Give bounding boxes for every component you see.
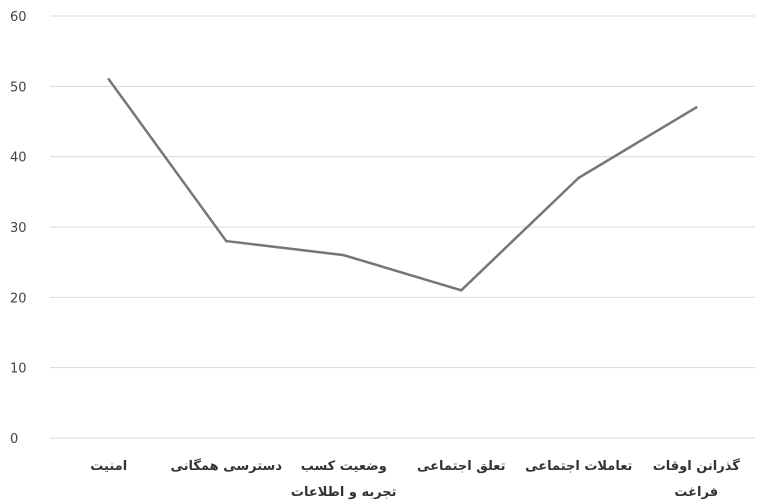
x-axis-category-labels: امنیت دسترسی همگانی وضعیت کسب تجربه و اطلاع…: [90, 458, 740, 500]
y-tick-label: 60: [10, 10, 27, 25]
y-tick-label: 50: [10, 80, 27, 95]
y-tick-label: 0: [10, 432, 18, 447]
data-point: [577, 176, 581, 180]
y-axis-tick-labels: 0 10 20 30 40 50 60: [10, 10, 27, 447]
data-point: [224, 239, 228, 243]
x-category-label: تجربه و اطلاعات: [291, 485, 397, 500]
data-point: [107, 78, 111, 81]
x-category-label: تعاملات اجتماعی: [525, 459, 632, 474]
series-line-0: [107, 78, 697, 292]
x-category-label: تعلق اجتماعی: [417, 459, 506, 474]
y-tick-label: 10: [10, 362, 27, 377]
data-point: [342, 253, 346, 257]
data-point: [459, 289, 463, 292]
grid-lines: [50, 15, 755, 439]
y-tick-label: 20: [10, 291, 27, 306]
x-category-label: دسترسی همگانی: [170, 458, 282, 474]
x-category-label: فراغت: [674, 485, 718, 500]
y-tick-label: 40: [10, 151, 27, 166]
series-layer: [107, 78, 698, 292]
x-category-label: گذرانن اوقات: [653, 458, 741, 474]
x-category-label: امنیت: [90, 459, 127, 474]
data-point: [694, 106, 698, 109]
y-tick-label: 30: [10, 221, 27, 236]
x-category-label: وضعیت کسب: [301, 459, 387, 474]
